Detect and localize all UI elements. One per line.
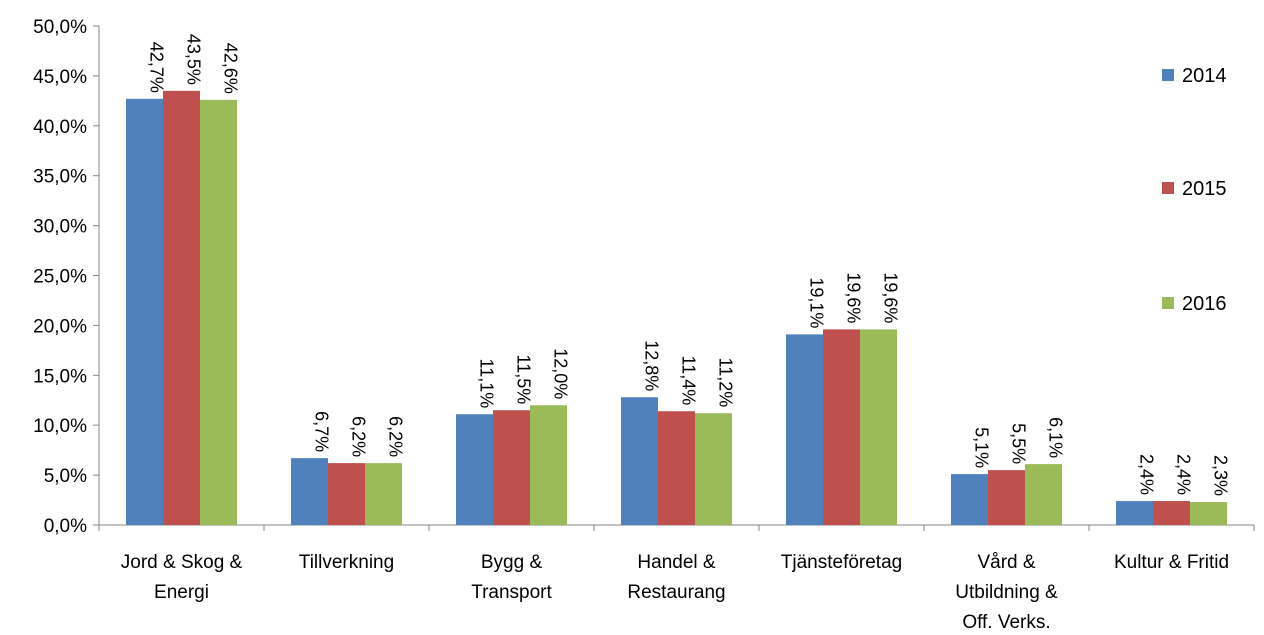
data-label-2015-3: 11,4% <box>679 356 699 406</box>
y-tick-label: 40,0% <box>33 117 87 138</box>
bar-2016-0 <box>200 99 237 526</box>
data-label-2016-1: 6,2% <box>386 416 406 457</box>
category-label: Kultur & Fritid <box>1114 552 1229 573</box>
data-label-2016-4: 19,6% <box>881 272 901 323</box>
y-tick-label: 10,0% <box>33 416 87 437</box>
data-label-2014-5: 5,1% <box>972 427 992 468</box>
bar-2015-1 <box>328 463 365 525</box>
category-label: Handel & Restaurang <box>627 552 725 603</box>
bar-2015-3 <box>658 411 695 525</box>
bar-2016-3 <box>695 413 732 525</box>
bar-2015-5 <box>988 470 1025 525</box>
data-label-2014-0: 42,7% <box>147 42 167 93</box>
chart-data-labels: 42,7% 43,5% 42,6% 6,7% 6,2% 6,2% 11,1% 11,5% 12,… <box>147 34 1231 496</box>
bar-2014-3 <box>621 397 658 525</box>
data-label-2016-3: 11,2% <box>716 358 736 408</box>
data-label-2016-0: 42,6% <box>221 43 241 94</box>
y-tick-label: 45,0% <box>33 67 87 88</box>
bar-2014-6 <box>1116 501 1153 525</box>
bar-2016-4 <box>860 329 897 525</box>
chart-category-labels: Jord & Skog & Energi Tillverkning Bygg & Tra… <box>121 552 1229 633</box>
chart-bars <box>126 90 1227 526</box>
bar-2014-1 <box>291 458 328 525</box>
bar-2016-2 <box>530 405 567 525</box>
y-tick-label: 0,0% <box>44 516 87 537</box>
data-label-2016-2: 12,0% <box>551 348 571 399</box>
data-label-2015-4: 19,6% <box>844 272 864 323</box>
data-label-2015-6: 2,4% <box>1174 454 1194 495</box>
bar-2016-6 <box>1190 502 1227 525</box>
category-label: Vård & Utbildning & Off. Verks. <box>955 552 1058 633</box>
bar-2016-1 <box>365 463 402 525</box>
chart-axes: 0,0% 5,0% 10,0% 15,0% 20,0% 25,0% 30,0% 35,0% 40… <box>33 17 1255 537</box>
bar-2015-0 <box>163 90 200 526</box>
legend-label-2016: 2016 <box>1182 293 1227 315</box>
bar-2014-5 <box>951 474 988 525</box>
y-tick-label: 50,0% <box>33 17 87 38</box>
category-label: Tjänsteföretag <box>781 552 902 573</box>
y-tick-label: 15,0% <box>33 366 87 387</box>
y-tick-label: 5,0% <box>44 466 87 487</box>
legend-swatch-2016 <box>1162 297 1174 309</box>
bar-2014-4 <box>786 334 823 525</box>
data-label-2015-5: 5,5% <box>1009 423 1029 464</box>
bar-2014-0 <box>126 98 163 525</box>
data-label-2014-1: 6,7% <box>312 411 332 452</box>
bar-2015-6 <box>1153 501 1190 525</box>
data-label-2016-5: 6,1% <box>1046 417 1066 458</box>
data-label-2015-1: 6,2% <box>349 416 369 457</box>
data-label-2016-6: 2,3% <box>1211 455 1231 496</box>
bar-2014-2 <box>456 414 493 525</box>
data-label-2014-3: 12,8% <box>642 340 662 391</box>
data-label-2015-2: 11,5% <box>514 355 534 405</box>
legend-label-2015: 2015 <box>1182 178 1227 200</box>
category-label: Jord & Skog & Energi <box>121 552 243 603</box>
data-label-2014-4: 19,1% <box>807 277 827 328</box>
bar-2015-2 <box>493 410 530 525</box>
y-tick-label: 25,0% <box>33 267 87 288</box>
bar-2015-4 <box>823 329 860 525</box>
y-tick-label: 20,0% <box>33 316 87 337</box>
y-tick-label: 30,0% <box>33 217 87 238</box>
data-label-2014-6: 2,4% <box>1137 454 1157 495</box>
legend-swatch-2015 <box>1162 182 1174 194</box>
category-label: Tillverkning <box>299 552 394 573</box>
legend-swatch-2014 <box>1162 69 1174 81</box>
chart-legend: 2014 2015 2016 <box>1162 65 1227 315</box>
legend-label-2014: 2014 <box>1182 65 1227 87</box>
data-label-2014-2: 11,1% <box>477 359 497 409</box>
bar-2016-5 <box>1025 464 1062 525</box>
y-tick-label: 35,0% <box>33 167 87 188</box>
category-label: Bygg & Transport <box>471 552 552 603</box>
data-label-2015-0: 43,5% <box>184 34 204 85</box>
